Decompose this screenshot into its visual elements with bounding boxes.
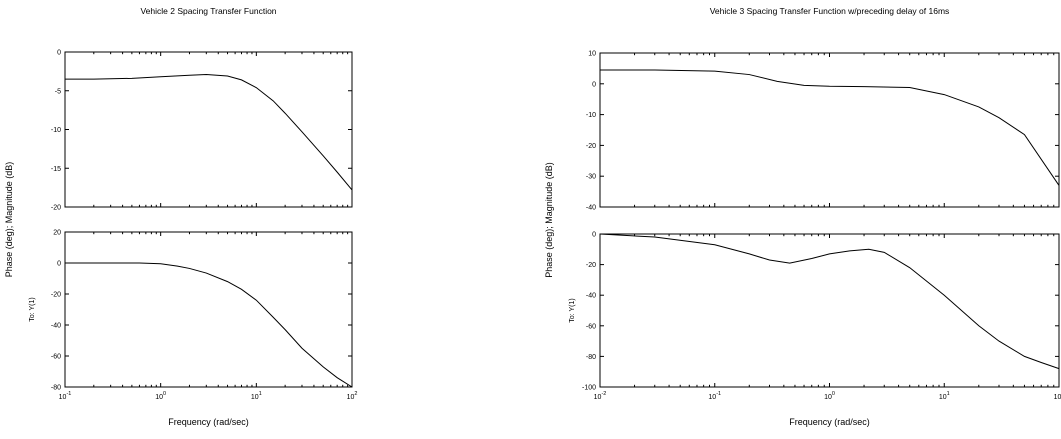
y-tick-label: 20 xyxy=(53,230,61,237)
x-tick-label-base: 10 xyxy=(708,394,716,401)
x-axis-label: Frequency (rad/sec) xyxy=(168,417,249,427)
y-tick-label: -100 xyxy=(582,385,596,392)
x-tick-label-exponent: 1 xyxy=(947,391,950,397)
x-tick-label: 10-1 xyxy=(59,391,72,401)
x-tick-label-exponent: 0 xyxy=(163,391,166,397)
chart-title: Vehicle 3 Spacing Transfer Function w/pr… xyxy=(710,6,950,16)
x-tick-label-base: 10 xyxy=(347,394,355,401)
x-tick-label-exponent: -2 xyxy=(601,391,606,397)
x-tick-label: 101 xyxy=(251,391,262,401)
y-tick-label: -15 xyxy=(51,166,61,173)
x-tick-label: 102 xyxy=(347,391,358,401)
phase-curve xyxy=(599,233,1060,370)
y-tick-label: -60 xyxy=(51,354,61,361)
y-tick-label: -40 xyxy=(51,323,61,330)
x-tick-label-base: 10 xyxy=(824,394,832,401)
x-tick-label: 102 xyxy=(1054,391,1061,401)
bode-chart-vehicle-2: Vehicle 2 Spacing Transfer Function 0 -5 -1… xyxy=(4,6,357,427)
y-tick-label: 0 xyxy=(592,81,596,88)
y-tick-label: -5 xyxy=(55,88,61,95)
x-tick-label-base: 10 xyxy=(251,394,259,401)
x-tick-label-exponent: 2 xyxy=(354,391,357,397)
magnitude-axes-frame xyxy=(599,52,1060,208)
y-tick-label: -80 xyxy=(586,354,596,361)
y-axis-label: Phase (deg); Magnitude (dB) xyxy=(544,162,554,278)
x-tick-label-exponent: -1 xyxy=(66,391,71,397)
x-tick-label: 100 xyxy=(155,391,166,401)
y-tick-label: -80 xyxy=(51,385,61,392)
y-tick-label: -20 xyxy=(51,205,61,212)
y-tick-label: -20 xyxy=(586,262,596,269)
y-tick-label: -10 xyxy=(586,112,596,119)
y-tick-label: 0 xyxy=(57,261,61,268)
y-axis-label: Phase (deg); Magnitude (dB) xyxy=(4,162,14,278)
y-tick-label: -60 xyxy=(586,323,596,330)
x-tick-label-base: 10 xyxy=(1054,394,1061,401)
y-tick-label: -20 xyxy=(51,292,61,299)
magnitude-panel: 10 0 -10 -20 -30 -40 xyxy=(586,51,1060,212)
output-channel-label: To: Y(1) xyxy=(29,297,36,321)
bode-chart-vehicle-3: Vehicle 3 Spacing Transfer Function w/pr… xyxy=(544,6,1061,427)
x-tick-label: 10-2 xyxy=(594,391,607,401)
magnitude-curve xyxy=(65,73,353,191)
magnitude-axes-frame xyxy=(64,51,353,208)
x-tick-label-exponent: 0 xyxy=(832,391,835,397)
y-tick-label: -10 xyxy=(51,127,61,134)
x-tick-label: 100 xyxy=(824,391,835,401)
magnitude-panel: 0 -5 -10 -15 -20 xyxy=(51,50,353,212)
phase-panel: 20 0 -20 -40 -60 -80 xyxy=(51,230,353,392)
x-tick-label-exponent: 1 xyxy=(259,391,262,397)
magnitude-curve xyxy=(600,69,1060,186)
x-tick-label: 10-1 xyxy=(708,391,721,401)
chart-title: Vehicle 2 Spacing Transfer Function xyxy=(140,6,276,16)
phase-axes-frame xyxy=(64,231,353,388)
y-tick-label: 0 xyxy=(57,50,61,57)
x-tick-label-exponent: -1 xyxy=(716,391,721,397)
x-axis-label: Frequency (rad/sec) xyxy=(789,417,870,427)
phase-curve xyxy=(65,262,353,388)
y-tick-label: -30 xyxy=(586,174,596,181)
x-tick-label-base: 10 xyxy=(59,394,67,401)
phase-axes-frame xyxy=(599,233,1060,388)
x-tick-label: 101 xyxy=(939,391,950,401)
x-tick-label-base: 10 xyxy=(939,394,947,401)
y-tick-label: -20 xyxy=(586,143,596,150)
y-tick-label: -40 xyxy=(586,205,596,212)
y-tick-label: 0 xyxy=(592,232,596,239)
y-tick-label: -40 xyxy=(586,293,596,300)
y-tick-label: 10 xyxy=(588,51,596,58)
output-channel-label: To: Y(1) xyxy=(569,298,576,322)
x-tick-label-base: 10 xyxy=(155,394,163,401)
phase-panel: 0 -20 -40 -60 -80 -100 xyxy=(582,232,1060,392)
x-tick-label-base: 10 xyxy=(594,394,602,401)
